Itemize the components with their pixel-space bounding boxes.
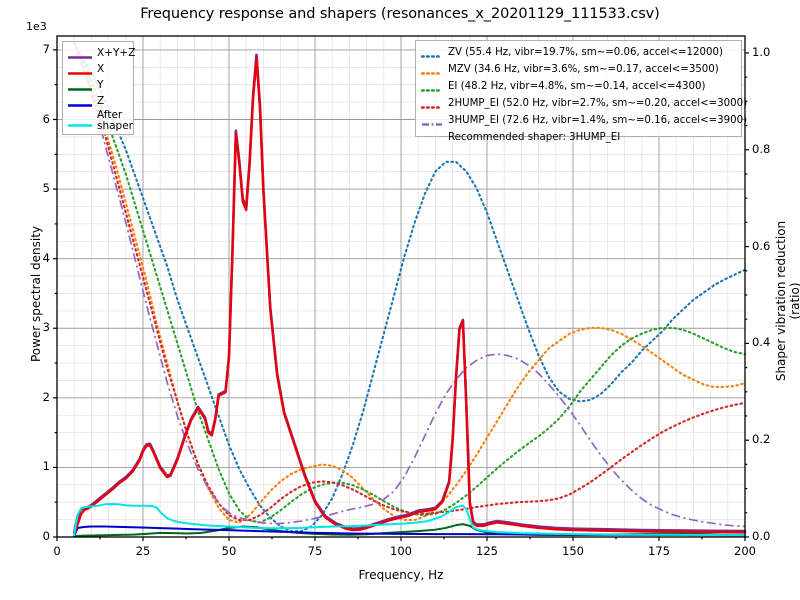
legend-item-z[interactable]: Z	[67, 93, 129, 109]
y-right-tick-0.2: 0.2	[752, 432, 771, 447]
legend-label: ZV (55.4 Hz, vibr=19.7%, sm~=0.06, accel…	[448, 47, 723, 58]
legend-psd[interactable]: X+Y+Z X Y Z After shaper	[62, 41, 135, 135]
legend-swatch-zv	[420, 47, 444, 58]
legend-label: 3HUMP_EI (72.6 Hz, vibr=1.4%, sm~=0.16, …	[448, 115, 748, 126]
y-right-tick-0: 0.0	[752, 529, 771, 543]
legend-swatch-after-shaper	[67, 116, 93, 127]
shaper-curve-3hump_ei	[73, 42, 746, 528]
legend-swatch-x-y-z	[67, 48, 93, 59]
x-tick-150: 150	[562, 544, 584, 558]
legend-label: Z	[97, 95, 105, 107]
legend-label: After shaper	[97, 109, 134, 132]
shaper-curve-zv	[73, 42, 747, 533]
legend-label: Y	[97, 79, 104, 91]
legend-swatch-ei	[420, 81, 444, 92]
y-right-tick-0.4: 0.4	[752, 335, 771, 350]
recommended-shaper-note: Recommended shaper: 3HUMP_EI	[448, 132, 621, 143]
y-tick-0: 0	[42, 529, 50, 543]
psd-curve-after-shaper	[73, 502, 746, 537]
legend-swatch-x	[67, 64, 93, 75]
x-tick-25: 25	[135, 544, 151, 558]
legend-item-2hump_ei[interactable]: 2HUMP_EI (52.0 Hz, vibr=2.7%, sm~=0.20, …	[420, 95, 747, 112]
x-axis-label: Frequency, Hz	[358, 568, 444, 582]
legend-swatch-y	[67, 80, 93, 91]
legend-item-x[interactable]: X	[67, 61, 129, 77]
y-axis-right-label: Shaper vibration reduction (ratio)	[774, 220, 800, 382]
y-right-tick-0.8: 0.8	[752, 141, 771, 156]
legend-item-x-y-z[interactable]: X+Y+Z	[67, 45, 135, 61]
legend-item-mzv[interactable]: MZV (34.6 Hz, vibr=3.6%, sm~=0.17, accel…	[420, 61, 736, 78]
legend-item-3hump_ei[interactable]: 3HUMP_EI (72.6 Hz, vibr=1.4%, sm~=0.16, …	[421, 112, 747, 129]
legend-item-ei[interactable]: EI (48.2 Hz, vibr=4.8%, sm~=0.14, accel<…	[420, 78, 736, 95]
axis-ticks	[53, 49, 749, 541]
y-tick-5: 5	[42, 181, 50, 196]
legend-label: 2HUMP_EI (52.0 Hz, vibr=2.7%, sm~=0.20, …	[448, 98, 748, 109]
x-tick-200: 200	[734, 544, 756, 558]
psd-curve-x	[73, 57, 747, 535]
legend-label: X+Y+Z	[97, 47, 136, 59]
chart-title: Frequency response and shapers (resonanc…	[140, 6, 660, 22]
legend-item-after-shaper[interactable]: After shaper	[67, 109, 133, 133]
legend-label: X	[97, 63, 105, 75]
legend-item-y[interactable]: Y	[67, 77, 129, 93]
y-tick-6: 6	[42, 111, 50, 126]
y-axis-scale-exponent: 1e3	[26, 20, 47, 33]
x-tick-75: 75	[307, 544, 323, 558]
y-tick-2: 2	[42, 389, 50, 404]
y-axis-label: Power spectral density	[29, 225, 43, 363]
x-tick-175: 175	[648, 544, 670, 558]
legend-swatch-z	[67, 96, 93, 107]
x-tick-100: 100	[390, 544, 412, 558]
legend-item-zv[interactable]: ZV (55.4 Hz, vibr=19.7%, sm~=0.06, accel…	[420, 44, 736, 61]
x-tick-50: 50	[221, 544, 237, 558]
y-right-tick-0.6: 0.6	[752, 238, 771, 253]
legend-swatch-3hump_ei	[421, 115, 443, 126]
x-tick-0: 0	[53, 544, 61, 558]
y-right-tick-1: 1.0	[752, 44, 771, 59]
y-tick-4: 4	[42, 250, 50, 265]
psd-curves-group	[72, 53, 747, 538]
psd-curve-z	[73, 525, 746, 537]
legend-shapers[interactable]: ZV (55.4 Hz, vibr=19.7%, sm~=0.06, accel…	[415, 40, 747, 143]
legend-swatch-mzv	[420, 64, 444, 75]
shaper-curve-ei	[73, 42, 747, 524]
legend-swatch-2hump_ei	[420, 98, 444, 109]
y-tick-7: 7	[42, 41, 50, 56]
y-tick-1: 1	[42, 459, 50, 474]
x-tick-125: 125	[476, 544, 498, 558]
y-tick-3: 3	[42, 320, 50, 335]
legend-label: EI (48.2 Hz, vibr=4.8%, sm~=0.14, accel<…	[448, 81, 706, 92]
legend-label: MZV (34.6 Hz, vibr=3.6%, sm~=0.17, accel…	[448, 64, 719, 75]
